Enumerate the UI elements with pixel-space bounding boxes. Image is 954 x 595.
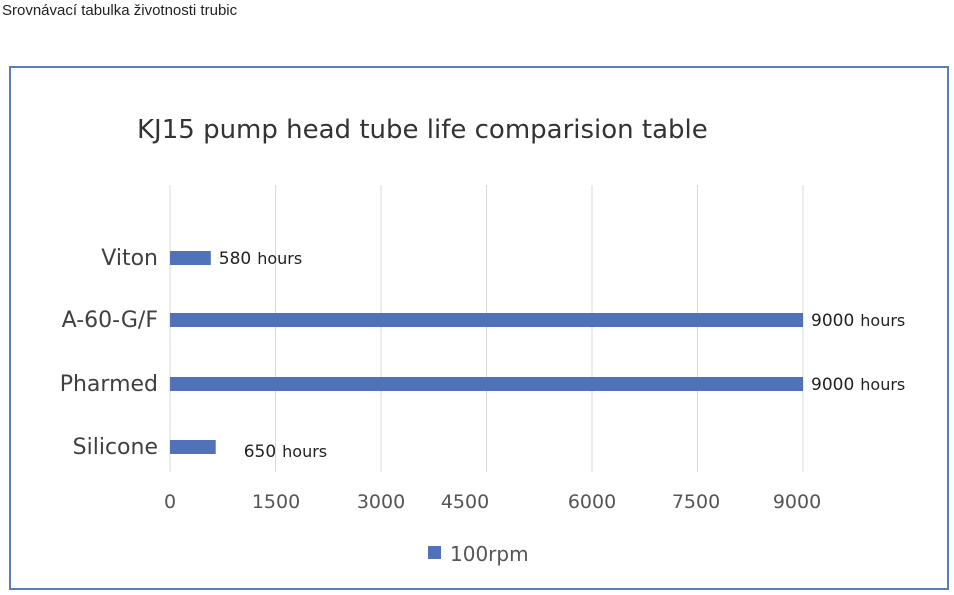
x-tick-label: 1500 xyxy=(252,491,300,513)
category-label: Viton xyxy=(101,246,158,271)
x-tick-label: 4500 xyxy=(441,491,489,513)
data-label-value: 580 xyxy=(219,249,251,269)
bar-a-60-g-f xyxy=(170,313,803,327)
category-label: Silicone xyxy=(73,435,158,460)
x-tick-label: 0 xyxy=(164,491,176,513)
data-label-unit: hours xyxy=(860,375,905,394)
category-label: Pharmed xyxy=(60,372,158,397)
x-tick-labels: 0 1500 3000 4500 6000 7500 9000 xyxy=(164,491,821,513)
data-label: 580 hours xyxy=(219,249,302,269)
data-label-unit: hours xyxy=(257,249,302,268)
data-label-unit: hours xyxy=(860,311,905,330)
data-label: 9000 hours xyxy=(811,375,905,395)
data-label-value: 9000 xyxy=(811,375,854,395)
data-labels: 580 hours 9000 hours 9000 hours 650 hours xyxy=(219,249,905,462)
category-label: A-60-G/F xyxy=(62,308,158,333)
x-tick-label: 7500 xyxy=(672,491,720,513)
x-tick-label: 9000 xyxy=(773,491,821,513)
page-caption: Srovnávací tabulka životnosti trubic xyxy=(2,2,238,19)
bar-pharmed xyxy=(170,377,803,391)
bars xyxy=(170,251,803,454)
bar-silicone xyxy=(170,440,216,454)
x-tick-label: 6000 xyxy=(568,491,616,513)
data-label-value: 650 xyxy=(244,442,276,462)
legend-swatch xyxy=(428,546,441,559)
chart-title: KJ15 pump head tube life comparision tab… xyxy=(137,115,708,145)
bar-viton xyxy=(170,251,211,265)
legend: 100rpm xyxy=(428,542,529,566)
grid-lines xyxy=(169,185,804,472)
category-labels: Viton A-60-G/F Pharmed Silicone xyxy=(60,246,158,460)
data-label: 650 hours xyxy=(244,442,327,462)
legend-label: 100rpm xyxy=(450,542,529,566)
x-tick-label: 3000 xyxy=(357,491,405,513)
data-label-unit: hours xyxy=(282,442,327,461)
data-label: 9000 hours xyxy=(811,311,905,331)
data-label-value: 9000 xyxy=(811,311,854,331)
chart-frame xyxy=(9,66,949,590)
